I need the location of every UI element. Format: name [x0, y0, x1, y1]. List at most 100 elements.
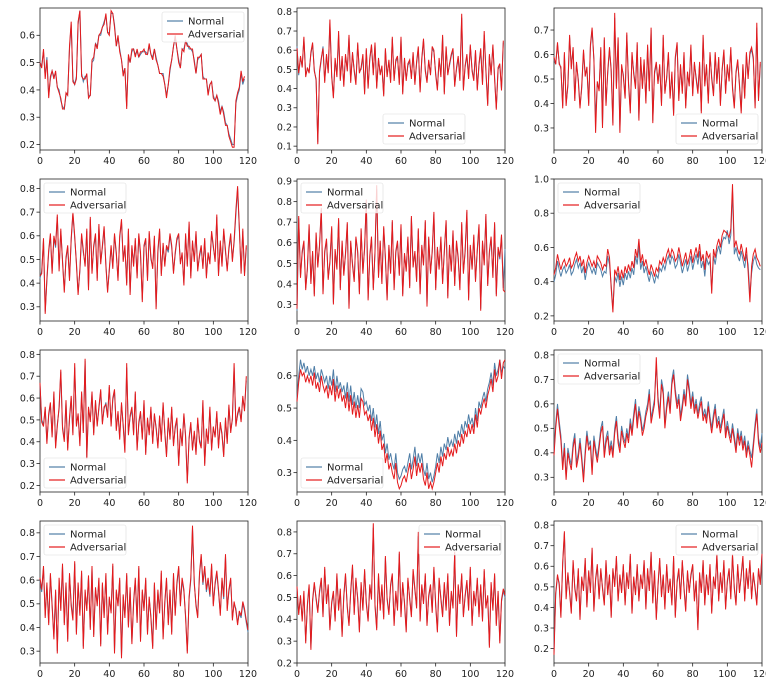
legend-label-adversarial: Adversarial [702, 543, 758, 554]
y-tick-label: 0.1 [277, 142, 292, 153]
y-tick-label: 0.5 [534, 424, 549, 435]
y-tick-label: 0.4 [277, 279, 292, 290]
x-tick-label: 80 [173, 669, 185, 680]
normal-series-line [296, 359, 506, 483]
y-tick-label: 0.2 [277, 122, 292, 133]
y-tick-label: 0.5 [534, 74, 549, 85]
y-tick-label: 0.6 [20, 31, 35, 42]
x-tick-label: 100 [718, 327, 736, 338]
chart-panel: 0 20 40 60 80 100 120 0.3 0.4 0.5 0.6 0.7 0.8 Normal A… [18, 517, 258, 683]
x-tick-label: 60 [652, 669, 664, 680]
y-tick-label: 0.7 [277, 218, 292, 229]
legend: Normal Adversarial [161, 11, 244, 43]
x-tick-label: 40 [103, 498, 115, 509]
x-tick-label: 120 [753, 327, 766, 338]
x-tick-label: 0 [37, 327, 43, 338]
x-tick-label: 120 [753, 669, 766, 680]
x-tick-label: 40 [360, 498, 372, 509]
x-tick-label: 40 [103, 156, 115, 167]
x-tick-label: 80 [430, 669, 442, 680]
legend: Normal Adversarial [43, 182, 126, 214]
x-tick-label: 20 [583, 156, 595, 167]
x-tick-label: 20 [326, 498, 338, 509]
y-tick-label: 0.5 [277, 593, 292, 604]
x-tick-label: 20 [326, 669, 338, 680]
y-tick-label: 0.8 [20, 528, 35, 539]
y-tick-label: 0.8 [20, 184, 35, 195]
x-tick-label: 0 [551, 498, 557, 509]
y-tick-label: 0.4 [534, 277, 549, 288]
x-tick-label: 0 [294, 156, 300, 167]
y-tick-label: 0.6 [277, 571, 292, 582]
y-tick-label: 0.8 [277, 527, 292, 538]
x-tick-label: 120 [753, 156, 766, 167]
x-tick-label: 120 [496, 327, 514, 338]
legend: Normal Adversarial [418, 524, 501, 556]
y-tick-label: 0.4 [534, 603, 549, 614]
x-tick-label: 0 [551, 156, 557, 167]
x-tick-label: 60 [138, 156, 150, 167]
y-tick-label: 0.4 [20, 85, 35, 96]
x-tick-label: 20 [69, 156, 81, 167]
line-chart: 0 20 40 60 80 100 120 0.3 0.4 0.5 0.6 Normal Adversa… [277, 349, 514, 509]
x-tick-label: 0 [37, 156, 43, 167]
x-tick-label: 120 [496, 498, 514, 509]
legend-label-normal: Normal [584, 359, 620, 370]
x-tick-label: 20 [326, 327, 338, 338]
x-tick-label: 120 [496, 669, 514, 680]
chart-panel: 0 20 40 60 80 100 120 0.3 0.4 0.5 0.6 0.7 0.8 Normal A… [532, 346, 766, 512]
y-tick-label: 0.5 [20, 255, 35, 266]
y-tick-label: 0.7 [534, 25, 549, 36]
y-tick-label: 0.2 [20, 481, 35, 492]
legend: Normal Adversarial [43, 524, 126, 556]
y-tick-label: 0.4 [534, 99, 549, 110]
x-tick-label: 20 [583, 498, 595, 509]
x-tick-label: 80 [173, 498, 185, 509]
legend-label-normal: Normal [70, 463, 106, 474]
legend-label-adversarial: Adversarial [327, 201, 383, 212]
legend-label-adversarial: Adversarial [445, 543, 501, 554]
y-tick-label: 0.7 [534, 375, 549, 386]
chart-panel: 0 20 40 60 80 100 120 0.3 0.4 0.5 0.6 Normal Adversa… [275, 346, 515, 512]
y-tick-label: 0.6 [277, 371, 292, 382]
legend: Normal Adversarial [675, 113, 758, 145]
legend: Normal Adversarial [43, 457, 126, 489]
x-tick-label: 120 [239, 498, 257, 509]
adversarial-series-line [553, 184, 761, 313]
line-chart: 0 20 40 60 80 100 120 0.2 0.3 0.4 0.5 0.6 0.7 0.8 Norm… [277, 520, 514, 680]
y-tick-label: 0.6 [20, 576, 35, 587]
legend-label-adversarial: Adversarial [584, 372, 640, 383]
legend-label-adversarial: Adversarial [70, 201, 126, 212]
legend-label-normal: Normal [702, 530, 738, 541]
legend: Normal Adversarial [382, 113, 465, 145]
y-tick-label: 0.5 [20, 599, 35, 610]
legend-label-normal: Normal [409, 119, 445, 130]
x-tick-label: 100 [461, 498, 479, 509]
legend-label-normal: Normal [188, 17, 224, 28]
x-tick-label: 80 [687, 327, 699, 338]
legend: Normal Adversarial [557, 182, 640, 214]
x-tick-label: 40 [103, 669, 115, 680]
y-tick-label: 0.2 [20, 140, 35, 151]
x-tick-label: 120 [239, 327, 257, 338]
y-tick-label: 0.5 [277, 403, 292, 414]
x-tick-label: 100 [718, 156, 736, 167]
legend: Normal Adversarial [300, 182, 383, 214]
legend: Normal Adversarial [300, 457, 383, 489]
y-tick-label: 0.6 [20, 393, 35, 404]
y-tick-label: 0.3 [20, 302, 35, 313]
x-tick-label: 0 [551, 327, 557, 338]
x-tick-label: 40 [360, 156, 372, 167]
adversarial-series-line [39, 9, 245, 148]
y-tick-label: 0.7 [20, 372, 35, 383]
legend-label-normal: Normal [70, 530, 106, 541]
y-tick-label: 0.5 [277, 259, 292, 270]
y-tick-label: 0.6 [534, 399, 549, 410]
x-tick-label: 100 [718, 498, 736, 509]
y-tick-label: 0.8 [534, 521, 549, 532]
x-tick-label: 80 [173, 156, 185, 167]
line-chart: 0 20 40 60 80 100 120 0.3 0.4 0.5 0.6 0.7 Normal Adve… [534, 7, 766, 167]
y-tick-label: 0.8 [277, 7, 292, 18]
x-tick-label: 60 [395, 669, 407, 680]
legend-label-normal: Normal [445, 530, 481, 541]
